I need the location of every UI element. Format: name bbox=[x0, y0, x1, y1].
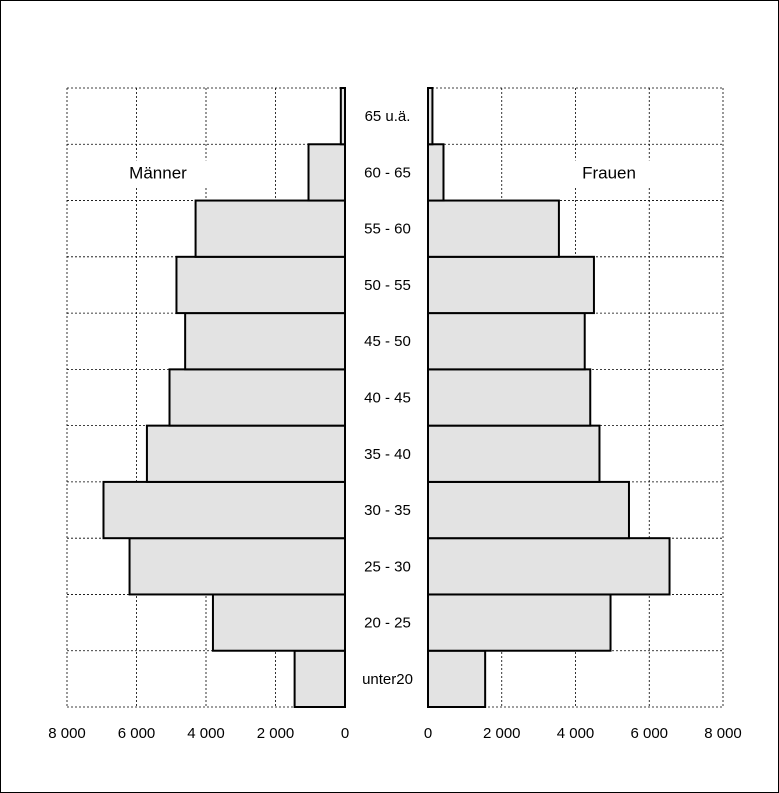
series-labels: Männer Frauen bbox=[108, 160, 659, 187]
bar-frauen bbox=[427, 424, 601, 483]
bar-frauen bbox=[427, 649, 487, 709]
series-label-frauen-bg bbox=[559, 160, 659, 187]
category-label: 25 - 30 bbox=[364, 558, 411, 575]
right-tick-label: 6 000 bbox=[630, 725, 668, 742]
bar-frauen bbox=[427, 87, 434, 146]
bar-frauen bbox=[427, 537, 671, 596]
right-tick-label: 0 bbox=[424, 725, 432, 742]
left-tick-label: 0 bbox=[341, 725, 349, 742]
category-label: 20 - 25 bbox=[364, 615, 411, 632]
category-label: 50 - 55 bbox=[364, 277, 411, 294]
bar-maenner bbox=[307, 143, 347, 202]
category-label: 30 - 35 bbox=[364, 502, 411, 519]
series-label-frauen: Frauen bbox=[582, 163, 636, 182]
left-tick-label: 8 000 bbox=[48, 725, 86, 742]
left-tick-label: 2 000 bbox=[257, 725, 295, 742]
right-tick-label: 8 000 bbox=[704, 725, 742, 742]
bar-frauen bbox=[427, 480, 630, 540]
left-tick-label: 6 000 bbox=[118, 725, 156, 742]
category-label: 60 - 65 bbox=[364, 164, 411, 181]
category-label: 65 u.ä. bbox=[365, 108, 411, 125]
bar-frauen bbox=[427, 199, 560, 258]
right-bars bbox=[427, 87, 671, 709]
category-labels: unter20 20 - 25 25 - 30 30 - 35 35 - 40 40 - … bbox=[362, 108, 413, 688]
bar-maenner bbox=[128, 537, 346, 596]
bar-maenner bbox=[194, 199, 346, 258]
left-tick-label: 4 000 bbox=[187, 725, 225, 742]
bar-frauen bbox=[427, 143, 445, 202]
bar-maenner bbox=[211, 593, 346, 652]
bar-maenner bbox=[293, 649, 346, 709]
series-label-maenner: Männer bbox=[129, 163, 187, 182]
bar-frauen bbox=[427, 255, 595, 315]
x-tick-labels: 0 0 2 000 2 000 4 000 4 000 6 000 6 000 8 000 8 0… bbox=[48, 725, 742, 742]
bar-maenner bbox=[184, 312, 346, 371]
bar-frauen bbox=[427, 312, 586, 371]
category-label: unter20 bbox=[362, 671, 413, 688]
bar-frauen bbox=[427, 368, 592, 427]
category-label: 45 - 50 bbox=[364, 333, 411, 350]
right-tick-label: 4 000 bbox=[557, 725, 595, 742]
bar-maenner bbox=[145, 424, 346, 483]
bar-frauen bbox=[427, 593, 612, 652]
series-label-maenner-bg bbox=[108, 160, 208, 187]
right-tick-label: 2 000 bbox=[483, 725, 521, 742]
left-bars bbox=[102, 87, 347, 709]
category-label: 35 - 40 bbox=[364, 446, 411, 463]
category-label: 55 - 60 bbox=[364, 221, 411, 238]
bar-maenner bbox=[102, 480, 346, 540]
bar-maenner bbox=[168, 368, 346, 427]
bar-maenner bbox=[339, 87, 346, 146]
bar-maenner bbox=[175, 255, 346, 315]
category-label: 40 - 45 bbox=[364, 390, 411, 407]
